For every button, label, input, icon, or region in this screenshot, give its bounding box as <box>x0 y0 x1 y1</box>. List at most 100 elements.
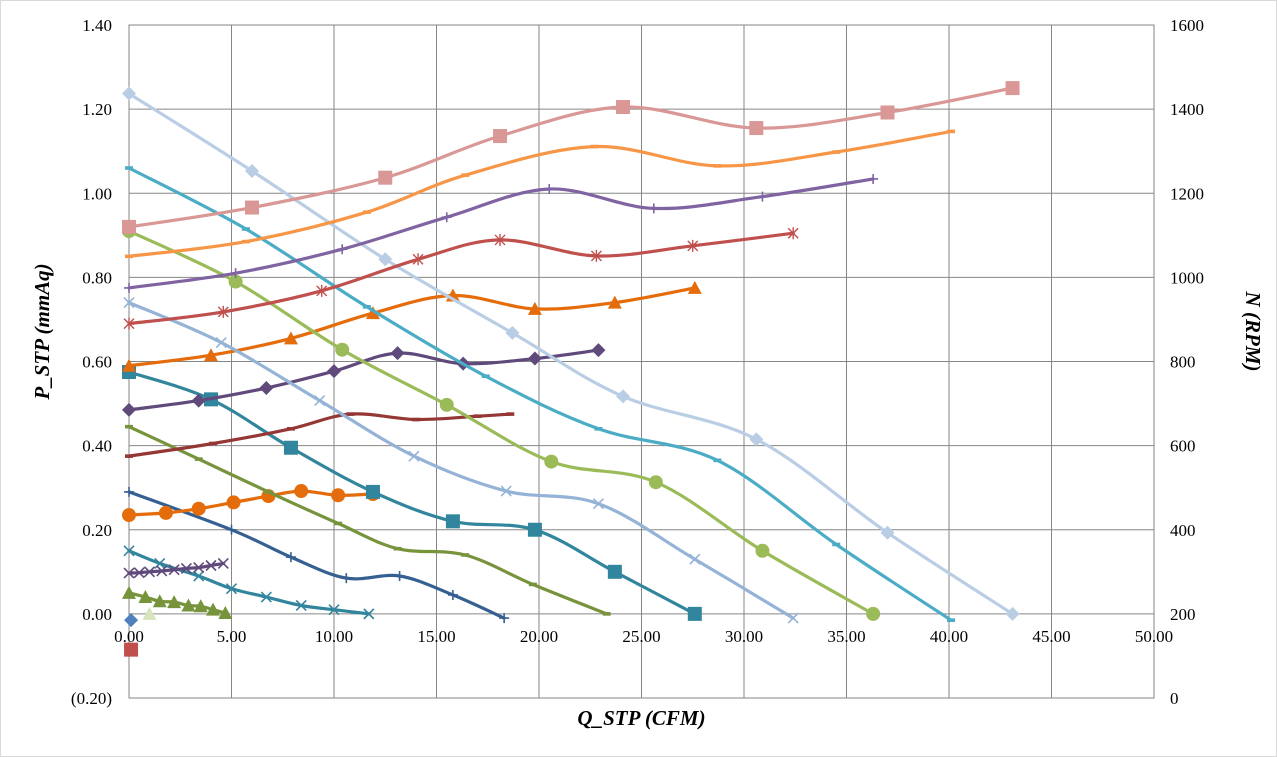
data-point-plus <box>868 173 879 184</box>
series-9 <box>125 424 611 616</box>
data-point-triangle <box>142 606 157 620</box>
x-tick-label: 25.00 <box>622 627 660 646</box>
series-10 <box>122 365 702 621</box>
data-point-diamond <box>591 343 606 358</box>
series-18 <box>123 227 799 330</box>
data-point-x <box>408 450 420 462</box>
data-point-diamond <box>749 432 764 447</box>
data-point-plus <box>648 203 659 214</box>
data-point-plus <box>341 573 352 584</box>
data-point-dash <box>393 546 402 551</box>
data-point-x <box>314 395 326 407</box>
data-point-dash <box>947 129 956 134</box>
data-point-dash <box>506 412 515 416</box>
data-point-circle <box>331 488 346 503</box>
data-point-square <box>378 170 393 185</box>
data-point-dash <box>241 239 250 244</box>
data-point-diamond <box>124 613 139 628</box>
data-point-x <box>143 566 156 578</box>
data-point-dash <box>602 612 611 616</box>
x-tick-label: 35.00 <box>827 627 865 646</box>
y-tick-label: 0.00 <box>82 605 112 624</box>
data-point-dash <box>713 164 722 168</box>
series-14 <box>123 297 799 624</box>
data-point-x <box>180 562 192 575</box>
data-point-triangle <box>283 331 298 345</box>
series-3 <box>142 606 157 620</box>
data-point-square <box>1005 81 1020 96</box>
series-6 <box>123 557 229 579</box>
y-tick-label: 1.20 <box>82 100 112 119</box>
series-16 <box>125 166 956 622</box>
data-point-diamond <box>122 86 136 101</box>
y2-tick-label: 800 <box>1170 353 1196 372</box>
data-point-square <box>365 484 380 499</box>
data-point-diamond <box>505 325 520 340</box>
data-point-x <box>205 559 217 572</box>
data-point-plus <box>757 191 768 202</box>
series-21 <box>122 81 1020 234</box>
data-point-star <box>123 317 135 330</box>
data-point-x <box>123 567 135 579</box>
y2-tick-label: 0 <box>1170 689 1179 708</box>
data-point-x <box>295 599 307 612</box>
data-point-x <box>500 485 512 497</box>
data-point-square <box>616 100 631 115</box>
data-point-dash <box>125 166 133 170</box>
y2-tick-label: 200 <box>1170 605 1196 624</box>
data-point-diamond <box>259 380 274 395</box>
data-point-x <box>787 612 799 624</box>
data-point-dash <box>241 227 250 231</box>
data-point-triangle <box>204 348 218 362</box>
data-point-dash <box>412 417 420 422</box>
data-point-dash <box>590 144 599 149</box>
data-point-circle <box>439 397 454 412</box>
x-tick-label: 15.00 <box>417 627 455 646</box>
data-point-plus <box>499 613 510 624</box>
data-point-square <box>527 522 542 537</box>
data-point-triangle <box>206 602 221 616</box>
series-4 <box>122 585 233 620</box>
data-point-diamond <box>378 252 393 267</box>
data-point-dash <box>362 210 371 214</box>
data-point-triangle <box>527 301 542 315</box>
data-point-dash <box>713 458 722 463</box>
data-point-dash <box>286 427 295 431</box>
series-line <box>127 412 512 458</box>
y2-axis-title: N (RPM) <box>1241 291 1265 372</box>
data-point-x <box>193 570 205 582</box>
data-point-star <box>316 284 328 297</box>
series-17 <box>122 86 1020 621</box>
data-point-plus <box>124 282 134 293</box>
series-line <box>127 166 953 622</box>
data-point-diamond <box>880 525 895 540</box>
x-axis-ticks: 0.00 5.00 10.00 15.00 20.00 25.00 30.00 35.00 40… <box>114 627 1173 646</box>
data-point-x <box>154 557 166 569</box>
series-line <box>127 129 953 258</box>
data-point-circle <box>335 342 350 357</box>
series-line <box>127 229 875 616</box>
data-point-dash <box>334 521 343 526</box>
series-7 <box>124 486 510 624</box>
x-tick-label: 0.00 <box>114 627 144 646</box>
data-point-x <box>217 557 229 569</box>
data-point-circle <box>866 606 881 621</box>
series-1 <box>124 642 139 657</box>
data-point-x <box>123 297 135 309</box>
data-point-square <box>749 121 764 136</box>
series-line <box>127 348 601 412</box>
x-tick-label: 10.00 <box>315 627 353 646</box>
data-point-triangle <box>193 599 208 613</box>
data-point-plus <box>337 244 348 255</box>
grid-lines <box>128 24 1155 699</box>
data-point-plus <box>285 552 296 563</box>
data-point-circle <box>544 454 559 469</box>
data-point-plus <box>226 524 237 535</box>
y2-tick-label: 1200 <box>1170 184 1204 203</box>
data-point-plus <box>544 184 555 195</box>
series-line <box>127 301 795 620</box>
data-point-plus <box>230 268 241 279</box>
data-point-triangle <box>687 280 702 294</box>
series-layer <box>122 81 1020 657</box>
series-15 <box>122 224 881 621</box>
